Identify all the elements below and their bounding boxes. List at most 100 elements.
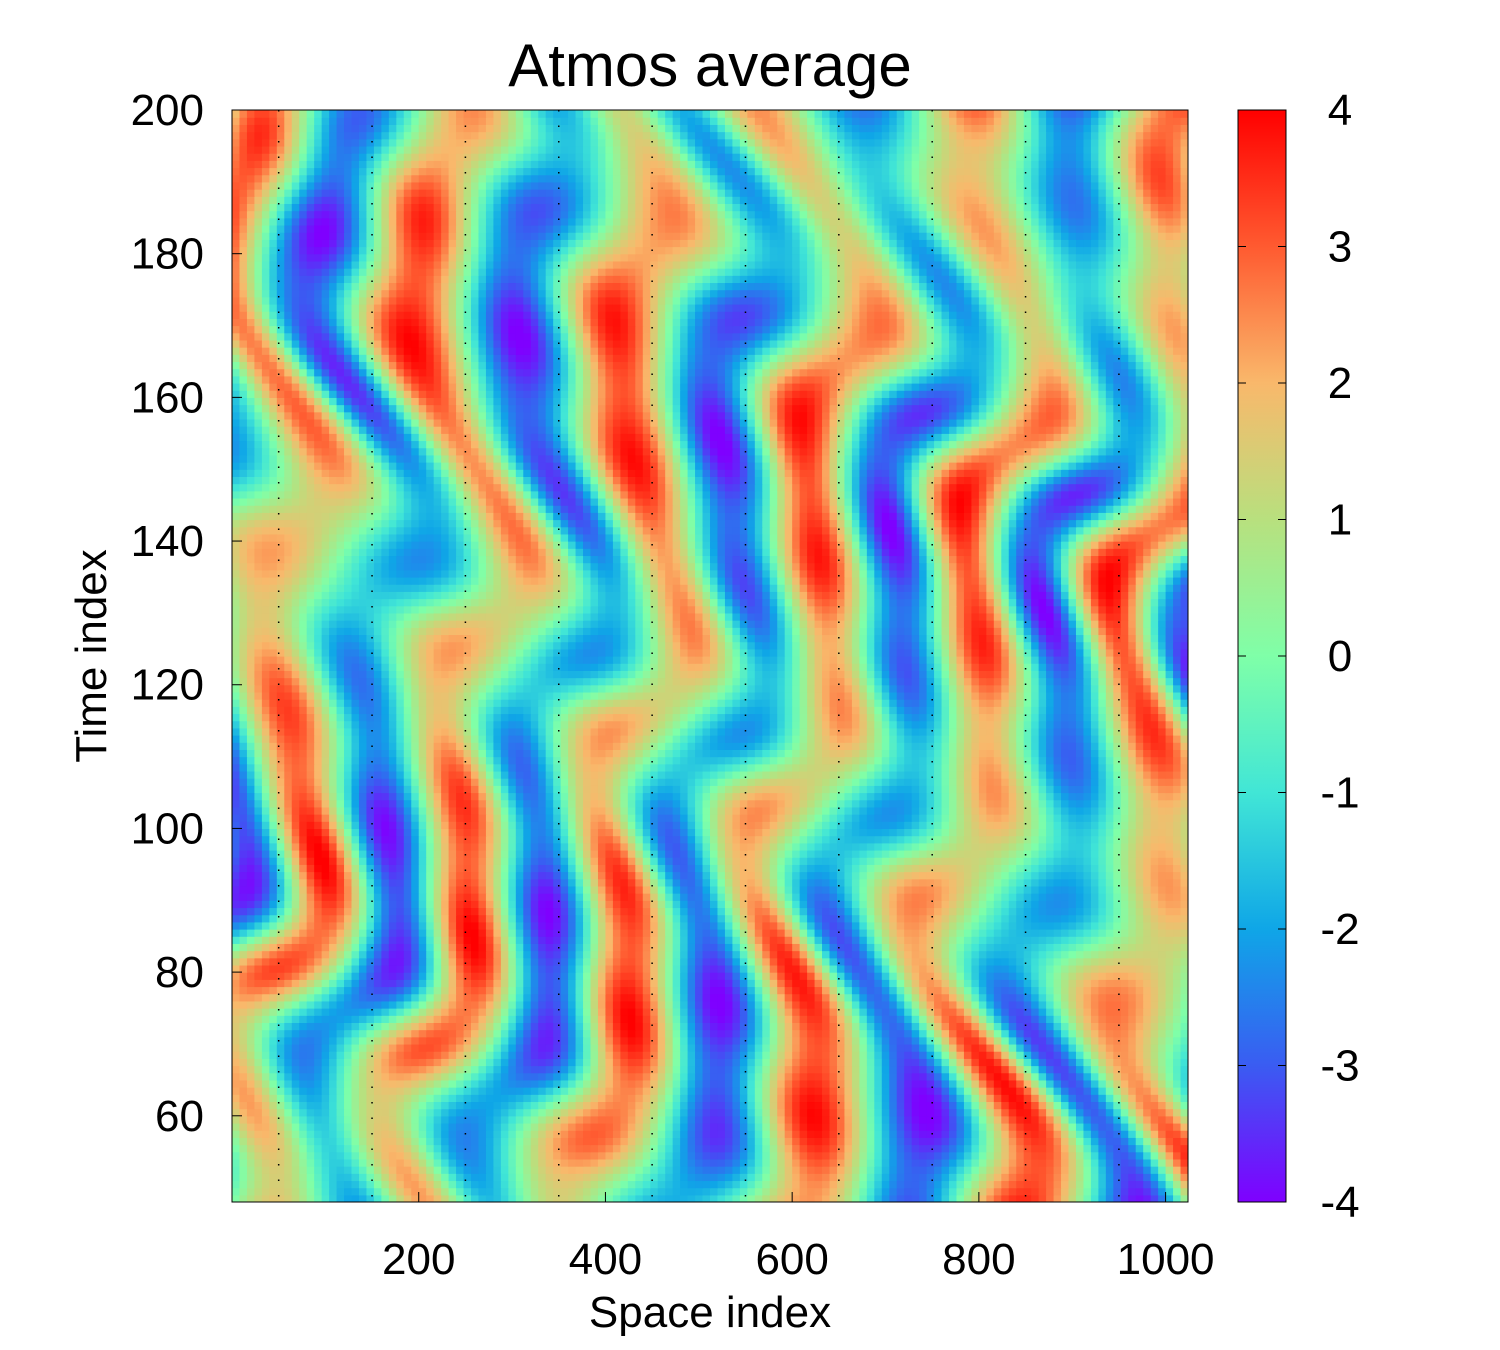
heatmap-cell [1076,994,1084,1002]
heatmap-cell [1046,1159,1054,1167]
heatmap-cell [904,1066,912,1074]
heatmap-cell [314,1123,322,1131]
heatmap-cell [546,1073,554,1081]
heatmap-cell [979,986,987,994]
heatmap-cell [478,972,486,980]
heatmap-cell [553,1094,561,1102]
heatmap-cell [628,965,636,973]
heatmap-cell [1166,1159,1174,1167]
heatmap-cell [620,1073,628,1081]
heatmap-cell [374,965,382,973]
heatmap-cell [904,1080,912,1088]
heatmap-cell [404,1159,412,1167]
heatmap-cell [889,929,897,937]
heatmap-cell [464,1080,472,1088]
heatmap-cell [912,958,920,966]
heatmap-cell [1181,1030,1189,1038]
heatmap-cell [576,922,584,930]
heatmap-cell [979,951,987,959]
heatmap-cell [934,1180,942,1188]
heatmap-cell [665,922,673,930]
heatmap-cell [486,1073,494,1081]
heatmap-cell [874,922,882,930]
heatmap-cell [747,936,755,944]
heatmap-cell [1016,1173,1024,1181]
heatmap-cell [1061,929,1069,937]
heatmap-cell [561,1073,569,1081]
heatmap-cell [792,1173,800,1181]
heatmap-cell [934,1066,942,1074]
heatmap-cell [1158,1195,1166,1203]
heatmap-cell [1031,1145,1039,1153]
heatmap-cell [456,1073,464,1081]
heatmap-cell [1121,1152,1129,1160]
heatmap-cell [949,1066,957,1074]
heatmap-cell [1031,1080,1039,1088]
heatmap-cell [411,1166,419,1174]
heatmap-cell [994,1166,1002,1174]
heatmap-cell [269,979,277,987]
heatmap-cell [523,1152,531,1160]
heatmap-cell [1009,1044,1017,1052]
heatmap-cell [762,1195,770,1203]
heatmap-cell [703,1051,711,1059]
heatmap-cell [471,922,479,930]
heatmap-cell [1061,1008,1069,1016]
heatmap-cell [374,1015,382,1023]
heatmap-cell [1054,1159,1062,1167]
heatmap-cell [904,951,912,959]
heatmap-cell [1098,922,1106,930]
heatmap-cell [1128,1137,1136,1145]
heatmap-cell [867,972,875,980]
heatmap-cell [314,951,322,959]
heatmap-cell [1113,972,1121,980]
heatmap-cell [449,1015,457,1023]
heatmap-cell [284,1051,292,1059]
heatmap-cell [605,1094,613,1102]
heatmap-cell [464,1123,472,1131]
heatmap-cell [329,1080,337,1088]
heatmap-cell [1181,1094,1189,1102]
heatmap-cell [807,1180,815,1188]
heatmap-cell [568,1073,576,1081]
heatmap-cell [986,1152,994,1160]
heatmap-cell [673,1001,681,1009]
heatmap-cell [1158,1159,1166,1167]
heatmap-cell [800,994,808,1002]
heatmap-cell [874,1152,882,1160]
heatmap-cell [486,1195,494,1203]
heatmap-cell [620,979,628,987]
heatmap-cell [1166,1066,1174,1074]
heatmap-cell [359,1123,367,1131]
heatmap-cell [232,1173,240,1181]
heatmap-cell [942,936,950,944]
heatmap-cell [516,979,524,987]
heatmap-cell [1076,936,1084,944]
heatmap-cell [1009,1195,1017,1203]
heatmap-cell [254,1116,262,1124]
heatmap-cell [986,1037,994,1045]
heatmap-cell [486,951,494,959]
heatmap-cell [859,958,867,966]
heatmap-cell [613,1066,621,1074]
heatmap-cell [531,1152,539,1160]
heatmap-cell [971,1073,979,1081]
heatmap-cell [568,922,576,930]
heatmap-cell [523,965,531,973]
heatmap-cell [844,1137,852,1145]
heatmap-cell [673,922,681,930]
heatmap-cell [949,958,957,966]
heatmap-cell [732,1094,740,1102]
heatmap-cell [635,943,643,951]
heatmap-cell [725,936,733,944]
heatmap-cell [680,1152,688,1160]
heatmap-cell [665,1173,673,1181]
heatmap-cell [710,1030,718,1038]
heatmap-cell [777,943,785,951]
heatmap-cell [949,979,957,987]
heatmap-cell [269,1109,277,1117]
heatmap-cell [1031,1073,1039,1081]
heatmap-cell [844,1080,852,1088]
heatmap-cell [822,1066,830,1074]
heatmap-cell [232,1073,240,1081]
